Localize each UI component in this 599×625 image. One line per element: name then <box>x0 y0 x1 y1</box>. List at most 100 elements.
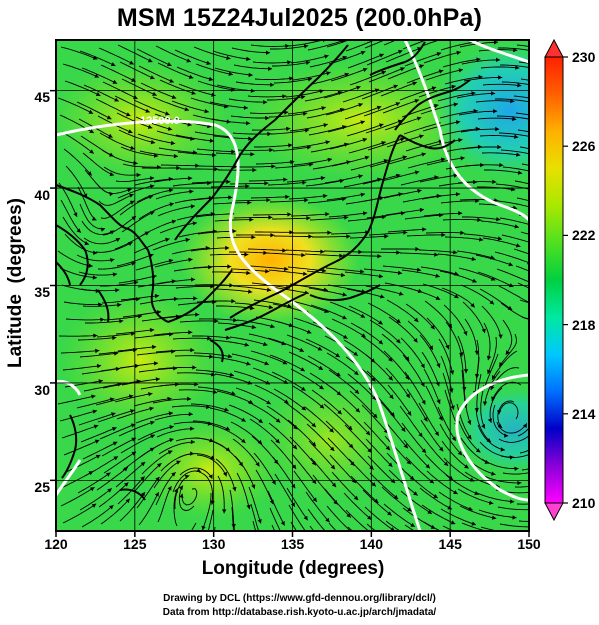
streamline <box>443 457 475 482</box>
streamline <box>159 383 199 387</box>
streamline <box>437 406 457 442</box>
streamline <box>209 253 249 256</box>
streamline-arrowhead <box>390 412 395 417</box>
streamline <box>172 337 212 340</box>
streamline-arrowhead <box>148 195 153 200</box>
streamline <box>133 238 170 254</box>
streamline-arrowhead <box>481 424 485 429</box>
streamline-arrowhead <box>358 103 363 108</box>
x-tick-label: 135 <box>280 536 305 552</box>
streamline-arrowhead <box>514 466 519 471</box>
streamline <box>152 238 190 251</box>
streamline-arrowhead <box>467 434 472 440</box>
streamline <box>207 509 214 531</box>
streamline <box>288 351 324 371</box>
streamline-arrowhead <box>291 464 297 469</box>
streamline <box>158 147 198 154</box>
streamline <box>331 318 366 338</box>
streamline <box>304 253 344 257</box>
streamline <box>323 86 361 99</box>
streamline-arrowhead <box>535 153 539 157</box>
streamline <box>175 134 214 142</box>
streamline-arrowhead <box>497 236 502 241</box>
streamline-arrowhead <box>495 126 500 132</box>
streamline <box>177 301 217 306</box>
streamline-arrowhead <box>500 447 505 452</box>
streamline-arrowhead <box>176 460 181 465</box>
streamline-arrowhead <box>109 172 114 177</box>
streamline-arrowhead <box>127 188 132 193</box>
streamline-arrowhead <box>289 76 294 81</box>
streamline-arrowhead <box>532 508 536 512</box>
streamline <box>155 471 177 506</box>
streamline-arrowhead <box>427 509 432 514</box>
streamline <box>171 405 211 409</box>
streamline-arrowhead <box>112 427 117 432</box>
streamline-arrowhead <box>73 212 78 217</box>
streamline-arrowhead <box>494 198 499 203</box>
streamline-arrowhead <box>173 153 178 159</box>
streamline <box>308 440 336 470</box>
streamline-arrowhead <box>498 75 503 80</box>
streamline <box>292 71 331 81</box>
streamline <box>171 100 209 113</box>
streamline-arrowhead <box>311 422 316 428</box>
streamline-arrowhead <box>350 461 355 466</box>
streamline <box>456 92 496 99</box>
streamline <box>291 453 317 485</box>
streamline-arrowhead <box>478 237 484 242</box>
streamline <box>330 68 368 82</box>
streamline-arrowhead <box>398 49 403 54</box>
streamline <box>480 390 486 429</box>
streamline-arrowhead <box>226 55 231 60</box>
streamline <box>209 101 248 109</box>
streamline <box>517 427 529 437</box>
streamline-arrowhead <box>185 237 190 243</box>
streamline <box>193 352 233 358</box>
streamline <box>364 506 396 531</box>
streamline <box>437 92 476 102</box>
streamline <box>154 258 193 268</box>
streamline <box>251 127 291 131</box>
streamline <box>386 134 424 148</box>
streamline-arrowhead <box>533 450 538 454</box>
streamline <box>497 506 529 511</box>
streamline-arrowhead <box>477 217 482 222</box>
streamline <box>463 386 472 425</box>
streamline-arrowhead <box>413 338 418 343</box>
streamline-arrowhead <box>286 126 291 132</box>
streamline <box>382 265 422 271</box>
streamline-arrowhead <box>534 242 539 246</box>
streamline <box>100 281 139 287</box>
streamline-arrowhead <box>178 485 183 490</box>
streamline-arrowhead <box>515 65 520 70</box>
streamline <box>270 45 309 50</box>
streamline <box>290 213 330 217</box>
streamline <box>367 137 405 151</box>
streamline-arrowhead <box>460 230 465 235</box>
streamline-arrowhead <box>407 411 412 416</box>
streamline <box>442 58 481 68</box>
streamline-arrowhead <box>285 194 290 200</box>
streamline-arrowhead <box>288 143 293 148</box>
streamline-arrowhead <box>510 499 515 504</box>
streamline <box>269 354 306 372</box>
streamline <box>344 424 373 453</box>
streamline-arrowhead <box>512 515 517 520</box>
streamline <box>364 353 394 381</box>
streamline-arrowhead <box>113 456 118 461</box>
streamline-arrowhead <box>223 471 227 477</box>
streamline-arrowhead <box>481 328 486 333</box>
streamline <box>479 288 513 311</box>
streamline-arrowhead <box>95 92 101 96</box>
streamline-arrowhead <box>98 302 103 307</box>
streamline <box>136 476 160 509</box>
streamline <box>62 63 100 78</box>
streamline-arrowhead <box>393 84 398 89</box>
streamline-arrowhead <box>76 228 81 233</box>
streamline-arrowhead <box>496 57 501 62</box>
streamline-arrowhead <box>241 438 246 443</box>
streamline-arrowhead <box>232 486 237 492</box>
streamline <box>273 235 313 237</box>
streamline <box>475 100 515 103</box>
